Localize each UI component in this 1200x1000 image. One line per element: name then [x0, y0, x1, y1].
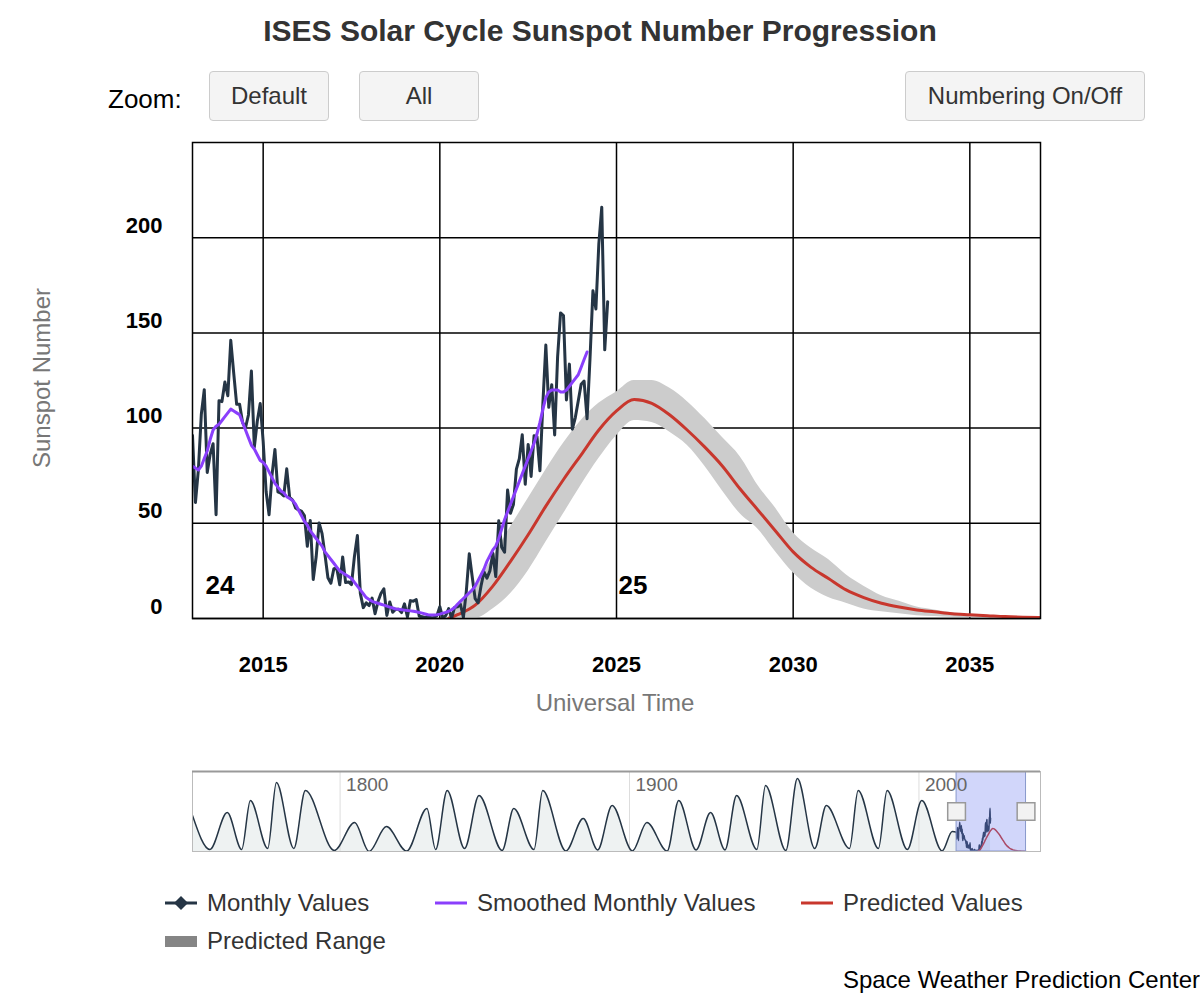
html-text:Zoom:: Zoom: [108, 84, 182, 114]
html-text:All: All [405, 82, 433, 109]
html-text:Monthly Values: Monthly Values [207, 889, 370, 916]
html-text:Sunspot Number: Sunspot Number [28, 288, 55, 468]
svg-text:100: 100 [126, 403, 163, 428]
html-text:Space Weather Prediction Cente: Space Weather Prediction Center [842, 966, 1200, 993]
svg-text:1900: 1900 [636, 774, 678, 795]
svg-text:2025: 2025 [592, 652, 641, 677]
svg-text:25: 25 [619, 570, 648, 600]
svg-text:2035: 2035 [945, 652, 994, 677]
svg-text:200: 200 [126, 213, 163, 238]
html-text:Numbering On/Off: Numbering On/Off [927, 82, 1123, 109]
svg-text:0: 0 [150, 594, 162, 619]
svg-text:150: 150 [126, 308, 163, 333]
html-text:Universal Time: Universal Time [535, 689, 695, 716]
svg-text:2000: 2000 [925, 774, 967, 795]
svg-text:50: 50 [138, 498, 162, 523]
svg-text:1800: 1800 [346, 774, 388, 795]
html-text:Smoothed Monthly Values: Smoothed Monthly Values [477, 889, 756, 916]
html-text:ISES Solar Cycle Sunspot Numbe: ISES Solar Cycle Sunspot Number Progress… [263, 14, 937, 47]
html-text:Default: Default [231, 82, 307, 109]
html-text:Predicted Range: Predicted Range [207, 927, 386, 954]
svg-text:2030: 2030 [769, 652, 818, 677]
svg-text:2020: 2020 [415, 652, 464, 677]
html-text:Predicted Values: Predicted Values [843, 889, 1023, 916]
svg-text:2015: 2015 [239, 652, 288, 677]
svg-text:24: 24 [206, 570, 235, 600]
